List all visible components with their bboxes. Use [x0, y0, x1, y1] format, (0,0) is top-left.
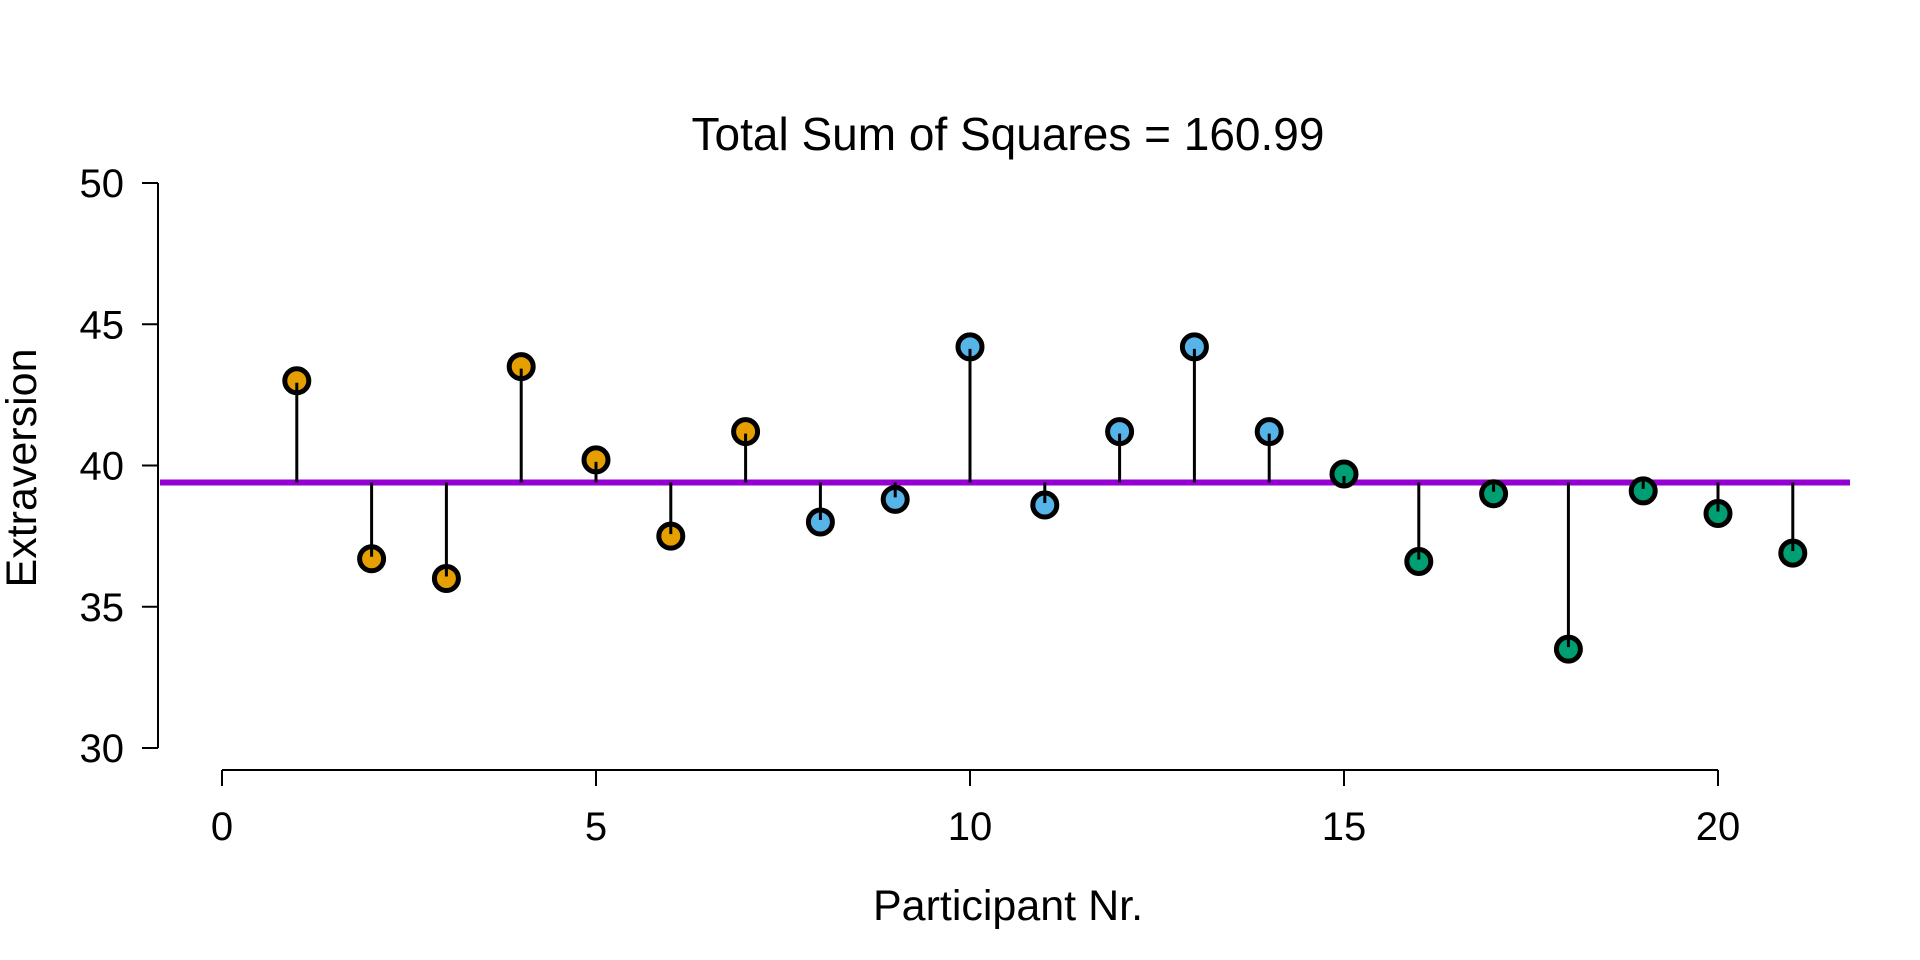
data-point [1553, 634, 1583, 664]
x-tick-label: 15 [1322, 805, 1367, 849]
data-point [506, 352, 536, 382]
data-point [1329, 459, 1359, 489]
y-tick-label: 35 [80, 586, 125, 630]
y-tick-label: 30 [80, 727, 125, 771]
y-tick-label: 50 [80, 162, 125, 206]
data-point [955, 332, 985, 362]
data-points [282, 332, 1808, 664]
data-point [357, 544, 387, 574]
data-point [1628, 476, 1658, 506]
y-tick-label: 40 [80, 445, 125, 489]
x-tick-label: 10 [948, 805, 993, 849]
data-point [1404, 547, 1434, 577]
chart-title: Total Sum of Squares = 160.99 [692, 108, 1325, 160]
data-point [1479, 479, 1509, 509]
x-axis-label: Participant Nr. [873, 882, 1143, 930]
data-point [805, 507, 835, 537]
data-point [1778, 538, 1808, 568]
data-point [1254, 417, 1284, 447]
axes: 30 35 40 45 50 0 5 10 15 20 [80, 162, 1741, 849]
data-point [1179, 332, 1209, 362]
data-point [1703, 499, 1733, 529]
data-point [1105, 417, 1135, 447]
x-tick-label: 20 [1696, 805, 1741, 849]
data-point [431, 564, 461, 593]
y-tick-label: 45 [80, 303, 125, 347]
data-point [731, 417, 761, 447]
y-axis-label: Extraversion [0, 349, 46, 588]
x-tick-label: 5 [585, 805, 607, 849]
data-point [282, 366, 312, 396]
x-tick-label: 0 [211, 805, 233, 849]
data-point [880, 484, 910, 514]
data-point [1030, 490, 1060, 520]
data-point [581, 445, 611, 475]
data-point [656, 521, 686, 551]
